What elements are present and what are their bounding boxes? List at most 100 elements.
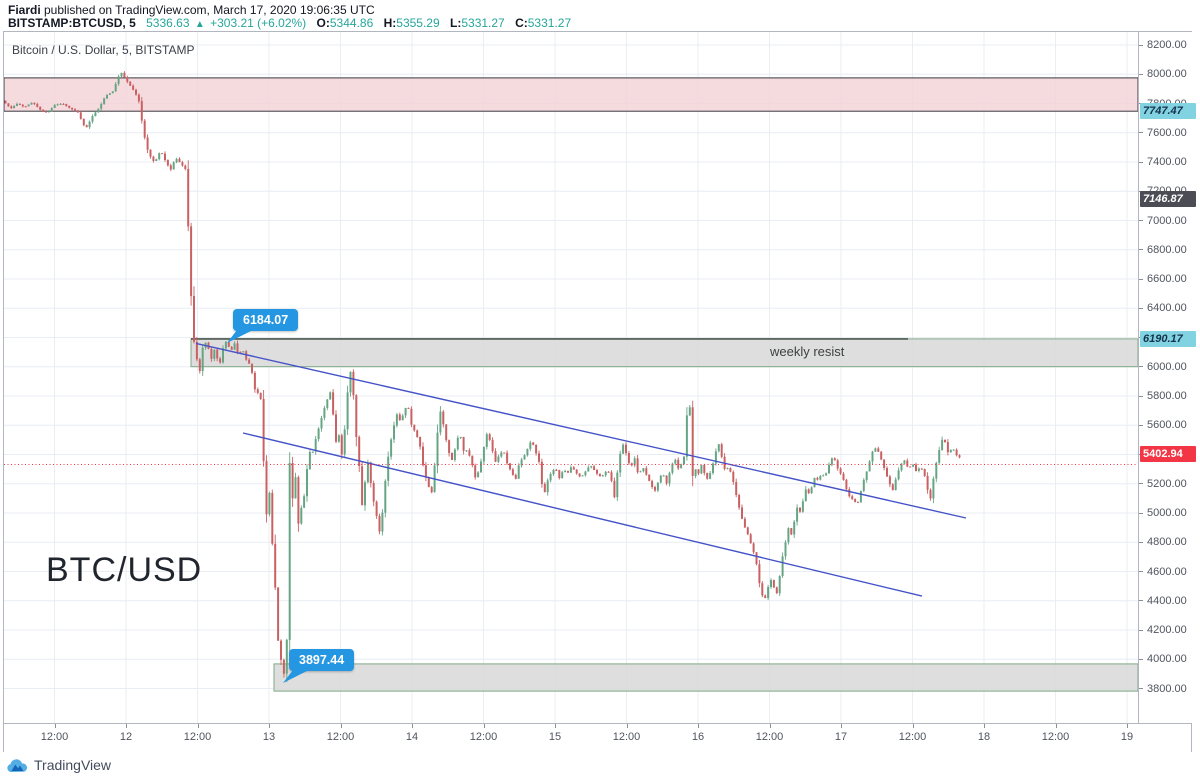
time-tick-mark <box>340 724 342 728</box>
open-value: 5344.86 <box>329 16 374 30</box>
price-tick-label: 4000.00 <box>1147 653 1187 666</box>
price-tick-label: 6000.00 <box>1147 360 1187 373</box>
chart-title: Bitcoin / U.S. Dollar, 5, BITSTAMP <box>12 43 195 57</box>
symbol-name[interactable]: BITSTAMP:BTCUSD, 5 <box>8 16 136 30</box>
author-name: Fiardi <box>8 3 41 17</box>
price-tick-label: 4200.00 <box>1147 624 1187 636</box>
time-tick-mark <box>126 724 127 728</box>
byline: Fiardi published on TradingView.com, Mar… <box>8 3 375 17</box>
callout-tail <box>227 330 253 343</box>
time-tick-label: 12:00 <box>183 731 212 743</box>
price-tick-mark <box>1139 307 1143 309</box>
candlestick-chart <box>4 32 1138 723</box>
time-tick-mark <box>1127 724 1128 728</box>
price-callout-low[interactable]: 3897.44 <box>283 649 355 683</box>
tradingview-logo-icon[interactable] <box>7 758 28 773</box>
time-tick-mark <box>269 724 270 728</box>
chart-plot[interactable]: Bitcoin / U.S. Dollar, 5, BITSTAMP BTC/U… <box>4 32 1138 723</box>
price-tick-mark <box>1139 600 1143 602</box>
channel-lower[interactable] <box>242 432 923 597</box>
price-label-chip[interactable]: 5402.94 <box>1140 446 1196 463</box>
byline-text: published on TradingView.com, March 17, … <box>40 3 375 17</box>
symbol-info-bar: BITSTAMP:BTCUSD, 5 5336.63 ▲ +303.21 (+6… <box>8 16 571 30</box>
price-tick-mark <box>1139 512 1143 514</box>
price-tick-mark <box>1139 395 1143 397</box>
footer: TradingView <box>7 754 111 776</box>
time-tick-mark <box>1055 724 1057 728</box>
price-tick-label: 5000.00 <box>1147 507 1187 519</box>
price-tick-label: 5600.00 <box>1147 419 1187 432</box>
close-value: 5331.27 <box>527 16 572 30</box>
time-tick-mark <box>626 724 628 728</box>
time-tick-mark <box>984 724 985 728</box>
grid <box>4 32 1138 723</box>
price-tick-mark <box>1139 688 1143 689</box>
price-tick-label: 4600.00 <box>1147 565 1187 578</box>
price-tick-label: 6400.00 <box>1147 302 1187 315</box>
price-tick-label: 7600.00 <box>1147 126 1187 139</box>
close-label: C: <box>515 16 528 30</box>
lower-support-zone[interactable] <box>273 663 1138 692</box>
time-tick-label: 13 <box>262 731 276 743</box>
callout-low-text: 3897.44 <box>299 653 345 667</box>
weekly-resist-zone[interactable] <box>190 338 1138 368</box>
price-tick-mark <box>1139 658 1143 660</box>
time-tick-label: 12:00 <box>898 731 927 743</box>
symbol-watermark: BTC/USD <box>46 551 203 589</box>
price-tick-mark <box>1139 366 1143 368</box>
price-tick-label: 6800.00 <box>1147 243 1187 256</box>
high-label: H: <box>383 16 397 30</box>
price-tick-label: 4400.00 <box>1147 594 1187 607</box>
time-tick-mark <box>412 724 413 728</box>
open-label: O: <box>316 16 330 30</box>
price-tick-label: 7000.00 <box>1147 214 1187 227</box>
price-tick-mark <box>1139 132 1143 134</box>
price-label-chip[interactable]: 7146.87 <box>1140 191 1196 207</box>
price-tick-label: 8200.00 <box>1147 39 1187 51</box>
price-tick-mark <box>1139 161 1143 163</box>
time-tick-label: 15 <box>548 731 562 743</box>
price-tick-mark <box>1139 278 1143 280</box>
price-tick-label: 6600.00 <box>1147 273 1187 285</box>
price-tick-label: 4800.00 <box>1147 536 1187 549</box>
price-tick-label: 8000.00 <box>1147 68 1187 81</box>
time-tick-label: 18 <box>977 731 991 743</box>
time-axis[interactable]: 12:00 12 12:00 13 12:00 14 12:00 15 12:00 16 12:00… <box>4 723 1191 752</box>
price-tick-label: 5800.00 <box>1147 390 1187 402</box>
weekly-resist-label: weekly resist <box>770 344 845 359</box>
price-label-chip[interactable]: 6190.17 <box>1140 330 1196 347</box>
time-tick-label: 12:00 <box>326 731 355 743</box>
time-tick-mark <box>912 724 914 728</box>
price-tick-mark <box>1139 483 1143 485</box>
price-tick-mark <box>1139 541 1143 543</box>
time-tick-mark <box>841 724 842 728</box>
price-tick-mark <box>1139 571 1143 572</box>
callout-high-text: 6184.07 <box>243 313 289 327</box>
price-tick-mark <box>1139 249 1143 251</box>
time-tick-mark <box>483 724 485 728</box>
low-value: 5331.27 <box>461 16 505 30</box>
price-tick-label: 7400.00 <box>1147 156 1187 168</box>
time-tick-label: 12:00 <box>1041 731 1070 743</box>
time-tick-label: 17 <box>834 731 848 743</box>
price-callout-high[interactable]: 6184.07 <box>227 309 299 343</box>
channel-upper[interactable] <box>195 342 967 519</box>
price-tick-mark <box>1139 629 1143 631</box>
upper-resistance-zone[interactable] <box>4 77 1138 112</box>
time-tick-mark <box>769 724 771 728</box>
price-tick-mark <box>1139 424 1143 426</box>
time-tick-mark <box>555 724 556 728</box>
last-price: 5336.63 <box>146 16 190 30</box>
time-tick-mark <box>54 724 56 728</box>
price-axis[interactable]: 8200.008000.007800.007600.007400.007200.… <box>1138 32 1196 723</box>
price-tick-label: 5200.00 <box>1147 477 1187 490</box>
time-tick-label: 12 <box>119 731 133 743</box>
price-label-chip[interactable]: 7747.47 <box>1140 103 1196 120</box>
time-tick-mark <box>698 724 699 728</box>
price-change: +303.21 (+6.02%) <box>210 16 307 30</box>
price-tick-label: 3800.00 <box>1147 682 1187 695</box>
time-tick-label: 12:00 <box>40 731 69 743</box>
tradingview-brand[interactable]: TradingView <box>34 757 112 773</box>
time-tick-label: 14 <box>405 731 419 743</box>
